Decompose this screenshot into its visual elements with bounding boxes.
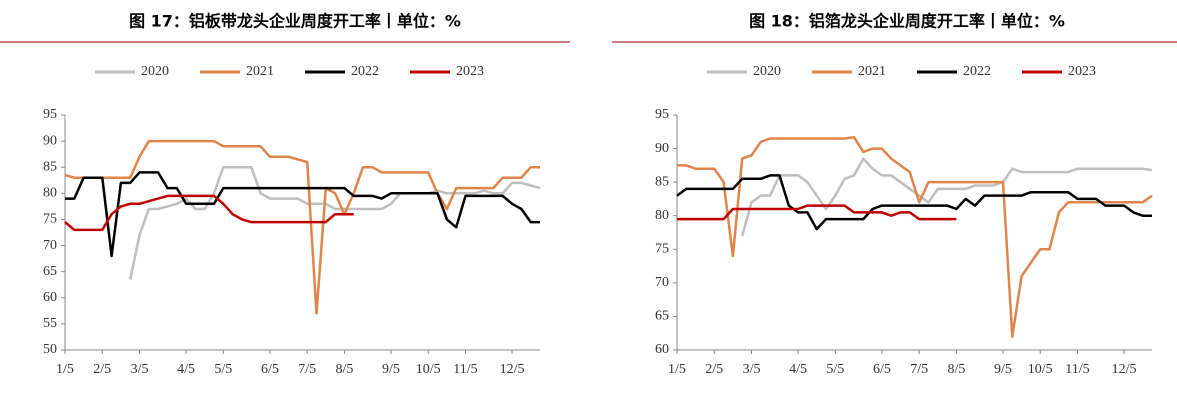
x-tick-label: 12/5: [1112, 362, 1137, 377]
legend-label: 2021: [246, 64, 274, 79]
x-tick-label: 3/5: [743, 362, 761, 377]
x-tick-label: 9/5: [382, 362, 400, 377]
y-tick-label: 65: [43, 264, 57, 279]
series-line: [740, 157, 1153, 237]
x-tick-label: 8/5: [947, 362, 965, 377]
y-tick-label: 85: [655, 174, 669, 189]
x-tick-label: 5/5: [214, 362, 232, 377]
y-tick-label: 65: [655, 309, 669, 324]
x-tick-label: 7/5: [298, 362, 316, 377]
series-line: [65, 171, 540, 258]
x-tick-label: 1/5: [56, 362, 74, 377]
legend-label: 2022: [351, 64, 379, 79]
y-tick-label: 80: [43, 186, 57, 201]
y-tick-label: 85: [43, 159, 57, 174]
x-tick-label: 3/5: [131, 362, 149, 377]
x-tick-label: 2/5: [93, 362, 111, 377]
y-tick-label: 70: [655, 275, 669, 290]
y-tick-label: 90: [655, 141, 669, 156]
y-tick-label: 80: [655, 208, 669, 223]
x-tick-label: 7/5: [910, 362, 928, 377]
series-line: [128, 165, 541, 280]
legend-label: 2021: [858, 64, 886, 79]
y-tick-label: 95: [43, 107, 57, 122]
series-line: [64, 139, 540, 315]
legend-label: 2020: [141, 64, 169, 79]
y-tick-label: 60: [43, 290, 57, 305]
x-tick-label: 5/5: [826, 362, 844, 377]
legend-label: 2020: [753, 64, 781, 79]
y-tick-label: 55: [43, 316, 57, 331]
x-tick-label: 9/5: [994, 362, 1012, 377]
x-tick-label: 8/5: [335, 362, 353, 377]
series-line: [676, 174, 1152, 231]
x-tick-label: 6/5: [873, 362, 891, 377]
y-tick-label: 90: [43, 133, 57, 148]
chart-title: 图 17：铝板带龙头企业周度开工率丨单位：%: [129, 12, 461, 31]
chart-title: 图 18：铝箔龙头企业周度开工率丨单位：%: [749, 12, 1065, 31]
legend-label: 2022: [963, 64, 991, 79]
legend-label: 2023: [456, 64, 484, 79]
series-line: [677, 135, 1153, 338]
legend-label: 2023: [1068, 64, 1096, 79]
x-tick-label: 4/5: [177, 362, 195, 377]
series-line: [677, 204, 957, 221]
x-tick-label: 10/5: [416, 362, 441, 377]
y-tick-label: 50: [43, 342, 57, 357]
y-tick-label: 60: [655, 342, 669, 357]
x-tick-label: 11/5: [453, 362, 477, 377]
y-tick-label: 75: [655, 242, 669, 257]
series-line: [64, 194, 354, 232]
y-tick-label: 95: [655, 107, 669, 122]
x-tick-label: 11/5: [1065, 362, 1089, 377]
x-tick-label: 4/5: [789, 362, 807, 377]
x-tick-label: 2/5: [705, 362, 723, 377]
y-tick-label: 75: [43, 212, 57, 227]
x-tick-label: 6/5: [261, 362, 279, 377]
x-tick-label: 10/5: [1028, 362, 1053, 377]
y-tick-label: 70: [43, 238, 57, 253]
x-tick-label: 12/5: [500, 362, 525, 377]
x-tick-label: 1/5: [668, 362, 686, 377]
